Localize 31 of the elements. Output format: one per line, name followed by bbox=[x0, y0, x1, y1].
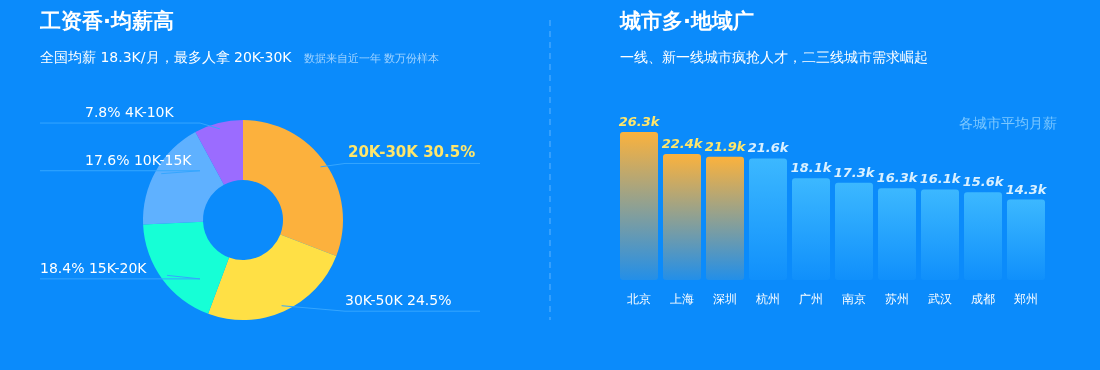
x-tick-label: 武汉 bbox=[928, 292, 952, 306]
data-label: 14.3k bbox=[1005, 181, 1048, 197]
chart-subtitle: 全国均薪 18.3K/月，最多人拿 20K-30K bbox=[40, 49, 293, 65]
slice-label: 18.4% 15K-20K bbox=[40, 259, 148, 276]
chart-title: 城市多·地域广 bbox=[619, 9, 754, 33]
slice-label: 30K-50K 24.5% bbox=[345, 292, 452, 309]
slice-label: 7.8% 4K-10K bbox=[85, 104, 175, 121]
x-tick-label: 郑州 bbox=[1014, 292, 1038, 306]
text: 数据来自近一年 数万份样本 bbox=[303, 52, 440, 65]
data-label: 16.3k bbox=[876, 170, 919, 186]
data-label: 21.6k bbox=[747, 140, 790, 156]
chart-title: 工资香·均薪高 bbox=[39, 9, 174, 33]
x-tick-label: 南京 bbox=[842, 292, 866, 306]
x-tick-label: 广州 bbox=[799, 292, 823, 306]
data-label: 18.1k bbox=[790, 160, 833, 176]
x-tick-label: 北京 bbox=[627, 292, 651, 306]
data-label: 26.3k bbox=[618, 114, 661, 129]
data-label: 21.9k bbox=[704, 138, 747, 154]
slice-label: 17.6% 10K-15K bbox=[85, 151, 193, 168]
x-tick-label: 上海 bbox=[670, 292, 694, 306]
slice-label: 20K-30K 30.5% bbox=[348, 143, 476, 162]
x-tick-label: 成都 bbox=[971, 292, 995, 306]
data-label: 17.3k bbox=[833, 164, 876, 180]
data-label: 22.4k bbox=[661, 135, 704, 151]
chart-subtitle: 一线、新一线城市疯抢人才，二三线城市需求崛起 bbox=[620, 49, 928, 65]
x-tick-label: 苏州 bbox=[885, 292, 909, 306]
data-label: 15.6k bbox=[962, 174, 1005, 190]
text: 各城市平均月薪 bbox=[959, 115, 1057, 131]
x-tick-label: 杭州 bbox=[755, 292, 780, 306]
x-tick-label: 深圳 bbox=[713, 292, 737, 306]
data-label: 16.1k bbox=[919, 171, 962, 187]
